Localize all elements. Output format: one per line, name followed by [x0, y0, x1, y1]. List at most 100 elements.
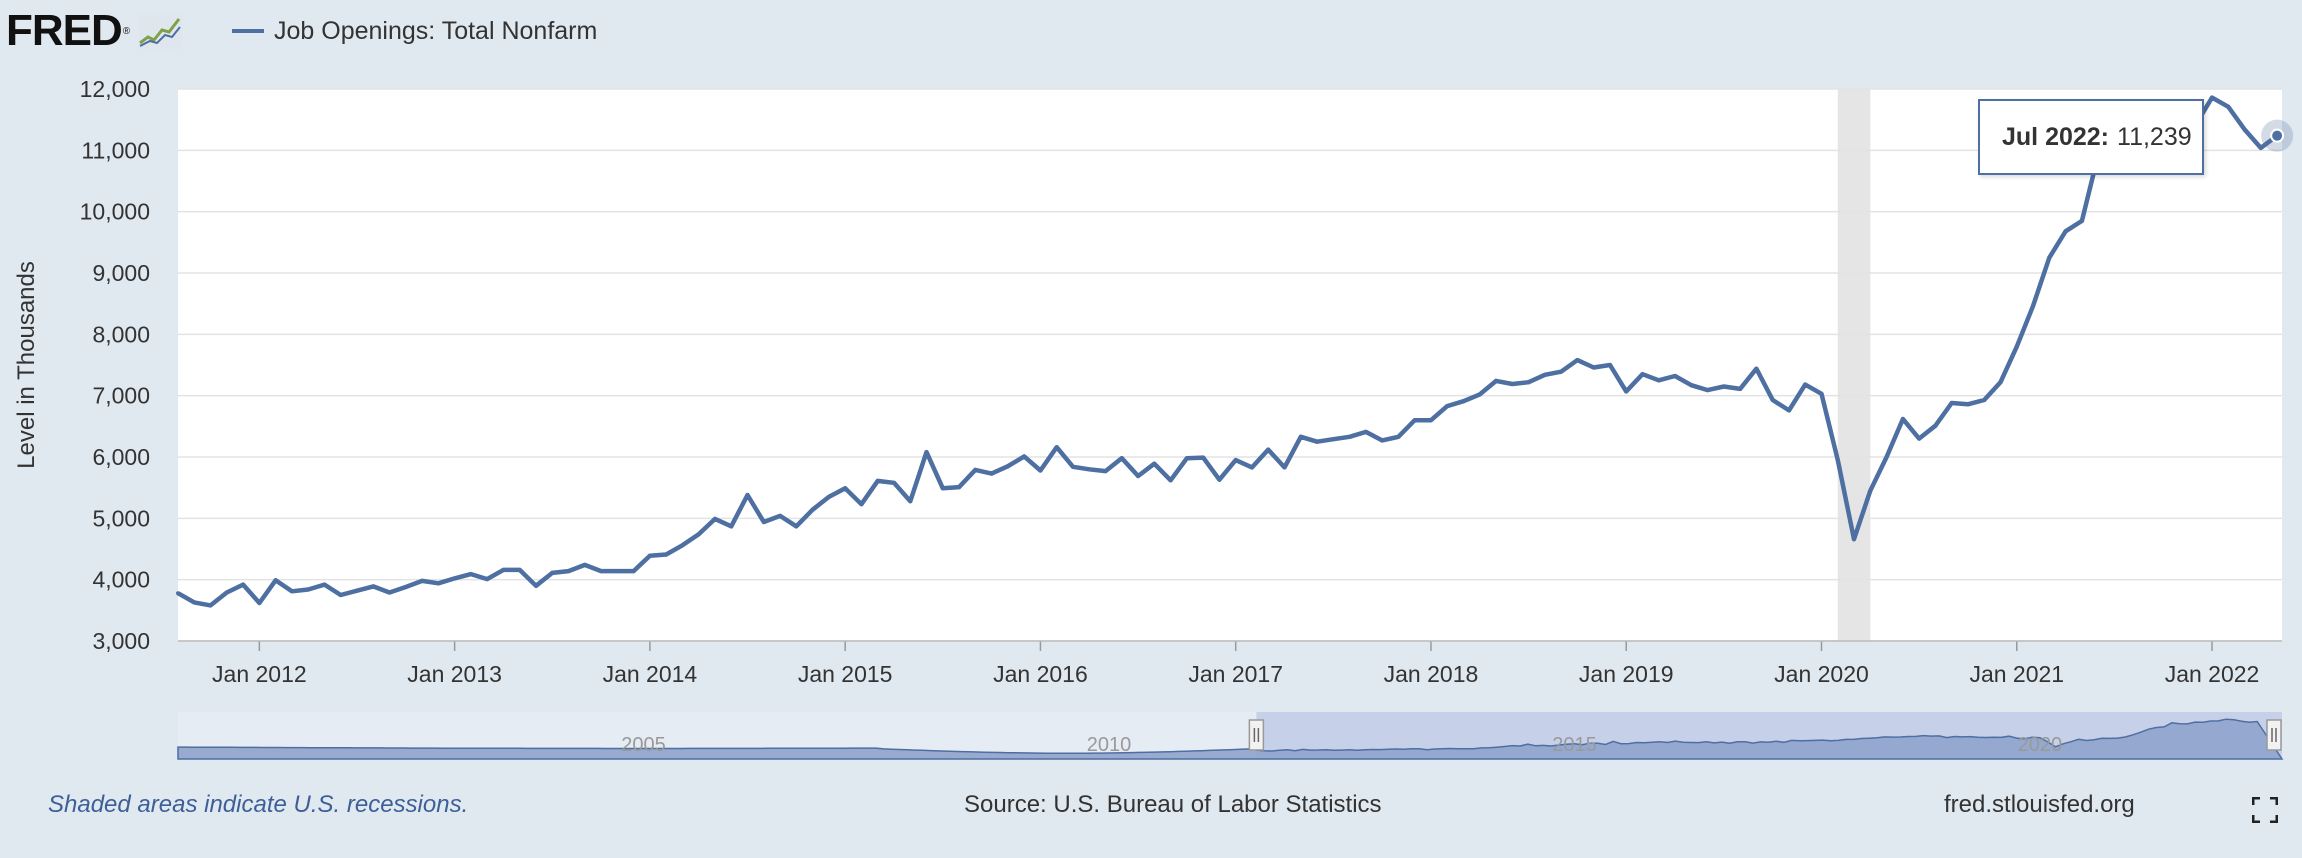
navigator-left-handle[interactable] — [1248, 719, 1265, 751]
data-point-115 — [2047, 255, 2052, 260]
recession-band-0 — [1837, 89, 1871, 641]
data-point-113 — [2014, 344, 2019, 349]
data-point-105 — [1884, 455, 1889, 459]
fred-graph-icon — [138, 13, 183, 49]
data-point-69 — [1298, 434, 1303, 439]
data-point-99 — [1787, 408, 1791, 413]
data-point-2 — [208, 603, 213, 608]
data-point-70 — [1315, 439, 1320, 444]
data-point-46 — [924, 450, 929, 455]
x-tick-label-2: Jan 2014 — [603, 661, 698, 687]
data-point-4 — [241, 582, 246, 587]
data-point-30 — [664, 552, 669, 557]
data-point-56 — [1087, 467, 1092, 472]
y-tick-label-2: 5,000 — [92, 505, 150, 531]
data-point-43 — [875, 478, 880, 483]
y-axis-ticks: 3,000 4,000 5,000 6,000 7,000 8,000 9,000 10,00… — [80, 76, 150, 654]
data-point-127 — [2242, 127, 2247, 132]
x-tick-label-7: Jan 2019 — [1579, 661, 1674, 687]
data-point-68 — [1282, 465, 1287, 470]
data-point-88 — [1608, 363, 1612, 367]
data-point-100 — [1803, 382, 1808, 387]
data-point-107 — [1917, 436, 1922, 441]
data-point-57 — [1103, 469, 1108, 474]
legend-series-swatch — [232, 29, 264, 33]
y-tick-label-0: 3,000 — [92, 628, 150, 654]
highlight-point[interactable] — [2270, 128, 2285, 143]
site-link[interactable]: fred.stlouisfed.org — [1944, 791, 2135, 818]
navigator[interactable]: 2005 2010 2015 2020 — [177, 712, 2284, 760]
data-point-116 — [2063, 229, 2068, 234]
series-line[interactable] — [176, 95, 2279, 608]
data-point-3 — [224, 590, 229, 595]
chart-legend[interactable]: Job Openings: Total Nonfarm — [232, 14, 597, 48]
data-point-106 — [1900, 417, 1905, 421]
data-point-27 — [615, 569, 620, 574]
recession-shading-layer — [1837, 89, 1871, 641]
fullscreen-icon[interactable] — [2252, 797, 2278, 823]
plot-background — [178, 89, 2282, 641]
data-point-85 — [1559, 369, 1564, 374]
x-tick-label-8: Jan 2020 — [1774, 661, 1869, 687]
legend-series-label: Job Openings: Total Nonfarm — [274, 16, 598, 45]
data-point-93 — [1689, 383, 1694, 388]
x-tick-label-3: Jan 2015 — [798, 661, 893, 687]
data-point-10 — [338, 593, 343, 597]
data-point-110 — [1965, 402, 1970, 407]
data-point-102 — [1835, 458, 1840, 463]
data-point-78 — [1445, 404, 1450, 409]
data-point-32 — [696, 532, 701, 537]
y-tick-label-3: 6,000 — [92, 444, 150, 470]
navigator-label-0: 2005 — [621, 734, 666, 756]
fred-logo[interactable]: FRED ® — [6, 6, 183, 56]
data-point-81 — [1494, 378, 1499, 383]
data-point-86 — [1575, 358, 1580, 363]
data-point-5 — [257, 601, 262, 605]
handle-grip[interactable] — [1248, 719, 1265, 751]
handle-grip[interactable] — [2266, 719, 2282, 751]
data-point-66 — [1250, 465, 1254, 470]
source-text: Source: U.S. Bureau of Labor Statistics — [964, 791, 1382, 818]
data-point-96 — [1738, 386, 1743, 391]
data-point-65 — [1233, 458, 1238, 463]
data-point-108 — [1933, 423, 1938, 428]
navigator-area — [177, 718, 2284, 760]
data-point-22 — [534, 583, 538, 588]
data-point-64 — [1217, 477, 1222, 482]
data-point-84 — [1542, 372, 1547, 377]
data-point-54 — [1054, 445, 1059, 450]
data-point-37 — [778, 513, 783, 518]
data-point-48 — [957, 485, 962, 490]
navigator-right-handle[interactable] — [2266, 719, 2282, 751]
data-point-103 — [1852, 537, 1856, 542]
data-point-76 — [1412, 418, 1417, 423]
x-tick-label-5: Jan 2017 — [1188, 661, 1283, 687]
y-tick-label-1: 4,000 — [92, 567, 150, 593]
tooltip-value: 11,239 — [2117, 122, 2192, 151]
data-point-104 — [1868, 488, 1873, 493]
data-point-83 — [1526, 380, 1531, 385]
data-point-49 — [973, 467, 978, 472]
data-point-92 — [1673, 374, 1677, 378]
data-point-94 — [1705, 388, 1710, 393]
data-point-52 — [1022, 454, 1027, 459]
recession-note: Shaded areas indicate U.S. recessions. — [48, 791, 469, 818]
data-point-33 — [713, 516, 717, 521]
tooltip-date: Jul 2022: — [2002, 122, 2110, 151]
data-point-36 — [761, 520, 766, 524]
data-point-24 — [566, 569, 571, 574]
data-point-8 — [306, 587, 311, 592]
data-point-112 — [1998, 380, 2003, 385]
data-point-97 — [1754, 366, 1759, 371]
data-point-71 — [1331, 437, 1336, 442]
data-point-13 — [387, 590, 392, 595]
data-point-95 — [1721, 384, 1726, 389]
data-point-111 — [1982, 398, 1987, 402]
data-point-15 — [420, 578, 425, 583]
data-point-29 — [647, 553, 652, 558]
data-point-40 — [826, 494, 831, 499]
navigator-label-3: 2020 — [2018, 734, 2063, 756]
data-point-80 — [1477, 392, 1482, 397]
data-point-59 — [1136, 474, 1141, 478]
